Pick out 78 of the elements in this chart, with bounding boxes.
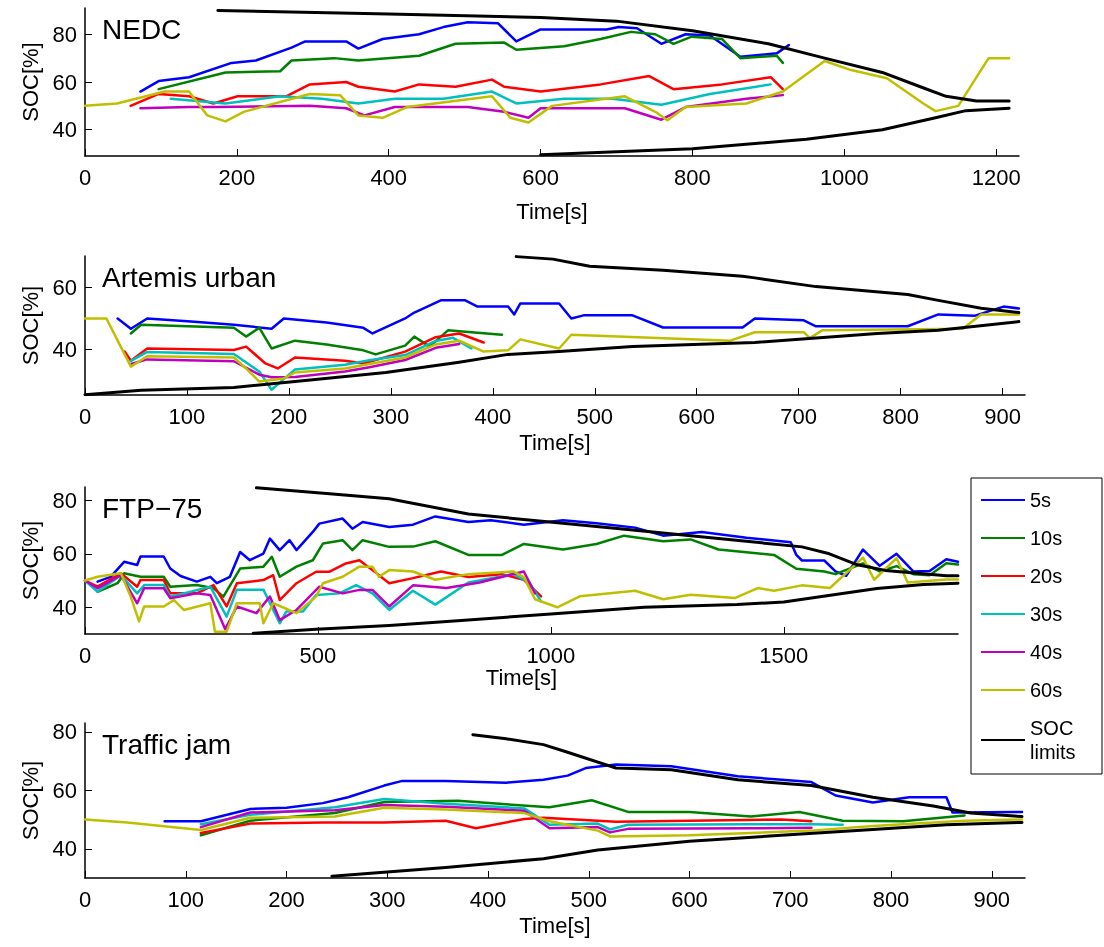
y-axis-title: SOC[%] [17, 42, 43, 122]
x-axis-title: Time[s] [519, 430, 591, 456]
x-tick-label: 100 [167, 886, 205, 912]
legend-label: 10s [1030, 527, 1063, 549]
line-series [514, 255, 1021, 315]
line-series [83, 806, 1024, 838]
x-tick-label: 300 [368, 886, 406, 912]
y-tick-label: 60 [52, 274, 77, 300]
x-tick-label: 500 [299, 642, 337, 668]
x-tick-label: 100 [168, 403, 206, 429]
x-tick-label: 400 [474, 403, 512, 429]
x-tick-label: 1000 [526, 642, 576, 668]
x-tick-label: 400 [469, 886, 507, 912]
chart-title: Artemis urban [102, 261, 277, 293]
legend-label: 30s [1030, 603, 1063, 625]
x-tick-label: 500 [576, 403, 614, 429]
x-axis-title: Time[s] [516, 198, 588, 224]
line-series [129, 342, 461, 379]
legend-label: SOC limits [1030, 717, 1079, 763]
y-tick-label: 60 [52, 69, 77, 95]
x-tick-label: 900 [984, 403, 1021, 429]
x-tick-label: 800 [882, 403, 919, 429]
y-axis-title: SOC[%] [17, 760, 43, 841]
x-tick-label: 0 [78, 403, 92, 429]
x-tick-label: 700 [771, 886, 809, 912]
x-tick-label: 0 [78, 642, 92, 668]
x-tick-label: 500 [570, 886, 608, 912]
line-series [116, 299, 1021, 335]
x-tick-label: 900 [973, 886, 1011, 912]
legend-label: 40s [1030, 641, 1063, 663]
line-series [83, 313, 1021, 383]
y-axis-title: SOC[%] [17, 520, 43, 601]
x-tick-label: 800 [674, 164, 711, 190]
line-series [199, 816, 813, 835]
chart-title: NEDC [102, 13, 182, 45]
x-tick-label: 600 [678, 403, 716, 429]
x-tick-label: 700 [780, 403, 818, 429]
y-axis-title: SOC[%] [17, 285, 43, 366]
line-series [471, 733, 1024, 819]
legend-label: 20s [1030, 565, 1063, 587]
chart-title: Traffic jam [102, 728, 232, 760]
x-tick-label: 300 [372, 403, 410, 429]
line-series [254, 486, 960, 578]
y-tick-label: 40 [52, 836, 77, 862]
legend-label: 5s [1030, 489, 1052, 511]
y-tick-label: 40 [52, 117, 77, 143]
line-series [163, 763, 1024, 823]
y-tick-label: 40 [52, 337, 77, 363]
y-tick-label: 80 [52, 21, 77, 47]
y-tick-label: 60 [52, 541, 77, 567]
x-tick-label: 1000 [819, 164, 869, 190]
y-tick-label: 80 [52, 719, 77, 745]
x-tick-label: 600 [522, 164, 559, 190]
legend-label: 60s [1030, 679, 1063, 701]
x-tick-label: 200 [268, 886, 305, 912]
x-tick-label: 0 [78, 886, 92, 912]
y-tick-label: 60 [52, 777, 77, 803]
line-series [199, 803, 813, 834]
line-series [129, 74, 785, 108]
x-tick-label: 600 [671, 886, 708, 912]
y-tick-label: 40 [52, 594, 77, 620]
x-axis-title: Time[s] [519, 913, 591, 939]
line-series [83, 56, 1011, 124]
line-series [123, 332, 485, 370]
line-series [169, 83, 772, 106]
x-tick-label: 1500 [759, 642, 809, 668]
x-axis-title: Time[s] [485, 665, 558, 691]
x-tick-label: 1200 [971, 164, 1021, 190]
line-series [129, 336, 473, 391]
x-tick-label: 200 [218, 164, 256, 190]
line-series [216, 8, 1011, 103]
y-tick-label: 80 [52, 487, 77, 513]
x-tick-label: 400 [370, 164, 408, 190]
x-tick-label: 0 [78, 164, 92, 190]
x-tick-label: 800 [872, 886, 910, 912]
chart-title: FTP−75 [102, 492, 203, 524]
x-tick-label: 200 [270, 403, 308, 429]
line-series [129, 323, 504, 356]
